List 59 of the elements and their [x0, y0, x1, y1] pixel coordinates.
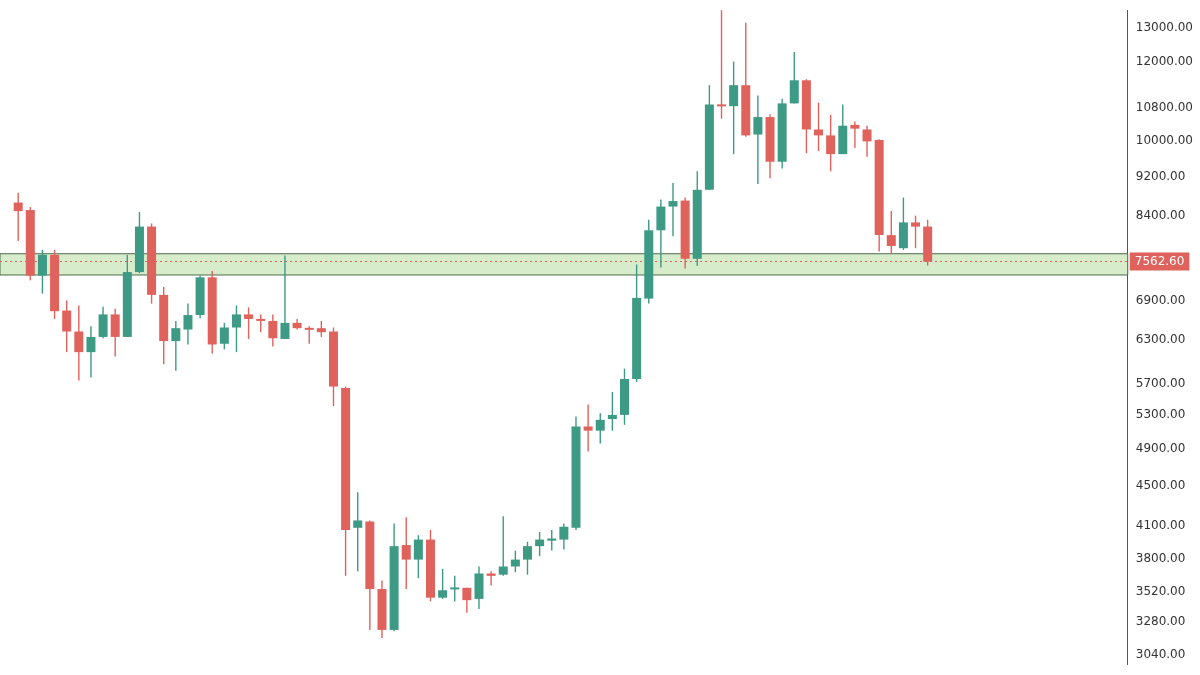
candlestick	[583, 403, 593, 453]
y-tick-label: 4900.00	[1135, 440, 1186, 455]
candlestick	[413, 534, 423, 579]
candlestick	[183, 302, 193, 346]
candlestick	[607, 391, 617, 432]
y-tick-label: 4100.00	[1135, 517, 1186, 532]
y-tick-label: 3520.00	[1135, 583, 1186, 598]
candlestick	[462, 587, 472, 614]
candlestick	[37, 249, 47, 295]
candlestick	[231, 304, 241, 353]
candlestick	[595, 412, 605, 445]
candlestick	[535, 531, 545, 557]
candlestick	[244, 306, 254, 340]
candlestick	[850, 120, 860, 149]
candlestick	[826, 114, 836, 173]
y-tick-label: 4500.00	[1135, 477, 1186, 492]
candlestick	[86, 325, 96, 379]
candlestick	[668, 182, 678, 237]
y-tick-label: 9200.00	[1135, 169, 1186, 184]
candlestick	[401, 516, 411, 590]
candlestick	[353, 491, 363, 572]
y-tick-label: 12000.00	[1135, 54, 1194, 69]
y-tick-label: 3800.00	[1135, 550, 1186, 565]
candlestick	[268, 313, 278, 348]
candlestick	[886, 210, 896, 255]
candlestick	[486, 570, 496, 587]
candlestick	[98, 306, 108, 339]
candlestick	[280, 254, 290, 340]
y-tick-label: 5300.00	[1135, 407, 1186, 422]
ref-line-label: 7562.60	[1134, 253, 1185, 268]
candlestick	[753, 94, 763, 185]
candlestick	[13, 192, 23, 242]
candlestick	[219, 322, 229, 351]
y-tick-label: 13000.00	[1135, 19, 1194, 34]
candlestick	[559, 522, 569, 551]
candlestick	[498, 515, 508, 577]
y-tick-label: 3040.00	[1135, 646, 1186, 661]
candlestick	[171, 320, 181, 372]
candlestick	[74, 304, 84, 382]
candlestick	[62, 299, 72, 353]
candlestick	[450, 575, 460, 603]
y-tick-label: 10000.00	[1135, 133, 1194, 148]
y-tick-label: 3280.00	[1135, 614, 1186, 629]
candlestick	[911, 214, 921, 249]
candlestick	[656, 198, 666, 269]
candlestick	[547, 529, 557, 552]
y-tick-label: 6300.00	[1135, 332, 1186, 347]
candlestick	[110, 307, 120, 358]
candlestick	[438, 568, 448, 600]
candlestick	[717, 9, 727, 120]
candlestick	[522, 541, 532, 576]
y-tick-label: 10800.00	[1135, 99, 1194, 114]
candlestick	[814, 101, 824, 152]
candlestick	[789, 51, 799, 105]
candlestick	[862, 125, 872, 158]
candlestick	[729, 60, 739, 155]
y-tick-label: 8400.00	[1135, 208, 1186, 223]
y-tick-label: 6900.00	[1135, 293, 1186, 308]
y-tick-label: 5700.00	[1135, 375, 1186, 390]
